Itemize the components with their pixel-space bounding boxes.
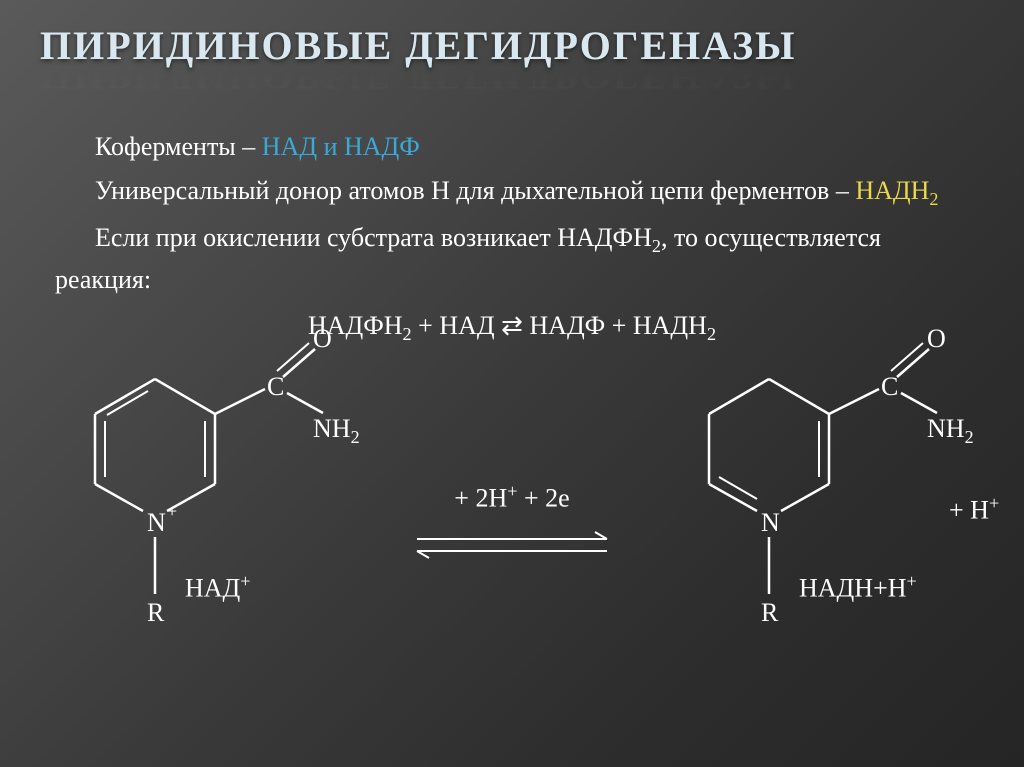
amide-c-2: C: [881, 372, 898, 401]
r-group-2: R: [761, 598, 779, 627]
mol1-label: НАД+: [185, 567, 251, 609]
mol1-charge: +: [240, 571, 250, 591]
mol2-label: НАДН+H+: [799, 567, 917, 609]
nadh-sub: 2: [929, 189, 938, 209]
mol1-name: НАД: [185, 573, 240, 602]
line3a: Если при окислении субстрата возникает Н…: [95, 223, 652, 252]
slide: ПИРИДИНОВЫЕ ДЕГИДРОГЕНАЗЫ ПИРИДИНОВЫЕ ДЕ…: [0, 0, 1024, 767]
ring-nitrogen-2: N: [761, 508, 780, 537]
chemical-reaction-row: N + R C O NH2 НАД+: [55, 359, 969, 659]
r-group: R: [147, 598, 165, 627]
line1-text: Коферменты –: [95, 132, 262, 161]
plus-h-plus: + H+: [949, 489, 1024, 531]
ring-nitrogen: N: [147, 508, 166, 537]
amide-c: C: [267, 372, 284, 401]
title-area: ПИРИДИНОВЫЕ ДЕГИДРОГЕНАЗЫ ПИРИДИНОВЫЕ ДЕ…: [0, 0, 1024, 107]
line3a-sub: 2: [652, 236, 661, 256]
eq-s3: 2: [707, 325, 716, 345]
line-1: Коферменты – НАД и НАДФ: [55, 127, 969, 167]
eq-arrow-glyph: ⇄: [501, 311, 523, 340]
reaction-middle: + 2H+ + 2e: [387, 359, 637, 577]
mol2-name: НАДН+H: [799, 573, 907, 602]
line2-highlight: НАДН2: [855, 176, 938, 205]
mid-text: + 2H+ + 2e: [387, 477, 637, 519]
equation-line: НАДФН2 + НАД ⇄ НАДФ + НАДН2: [55, 306, 969, 348]
eq-s1: 2: [403, 325, 412, 345]
nadh: НАДН: [855, 176, 929, 205]
amide-nh2: NH2: [313, 414, 360, 447]
molecule-nadh: N R C O NH2 + H+ НАДН+H+: [669, 359, 969, 659]
nad-structure-svg: N + R C O NH2: [55, 359, 355, 659]
eq-p3: НАДФ + НАДН: [523, 311, 707, 340]
line-2: Универсальный донор атомов Н для дыхател…: [55, 171, 969, 213]
nadh-structure-svg: N R C O NH2: [669, 359, 969, 659]
line1-highlight: НАД и НАДФ: [262, 132, 420, 161]
content-area: Коферменты – НАД и НАДФ Универсальный до…: [0, 107, 1024, 659]
ring-n-charge: +: [167, 501, 177, 521]
slide-title-reflection: ПИРИДИНОВЫЕ ДЕГИДРОГЕНАЗЫ: [40, 60, 984, 98]
mol2-charge: +: [907, 571, 917, 591]
line-3: Если при окислении субстрата возникает Н…: [55, 218, 969, 301]
molecule-nad-plus: N + R C O NH2 НАД+: [55, 359, 355, 659]
amide-o-2: O: [927, 324, 946, 353]
equilibrium-arrow-svg: [407, 525, 617, 565]
line2-text: Универсальный донор атомов Н для дыхател…: [95, 176, 855, 205]
eq-p2: + НАД: [412, 311, 501, 340]
amide-o: O: [313, 324, 332, 353]
amide-nh2-2: NH2: [927, 414, 974, 447]
